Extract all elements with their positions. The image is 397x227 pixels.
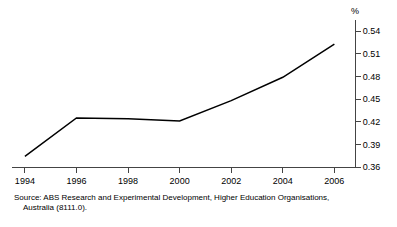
svg-text:0.39: 0.39: [363, 140, 381, 150]
svg-text:2006: 2006: [324, 176, 344, 186]
svg-text:0.54: 0.54: [363, 26, 381, 36]
svg-text:%: %: [351, 6, 359, 16]
svg-text:0.45: 0.45: [363, 94, 381, 104]
svg-text:Source: ABS Research and Exper: Source: ABS Research and Experimental De…: [14, 193, 329, 212]
svg-text:2002: 2002: [221, 176, 241, 186]
svg-text:1998: 1998: [118, 176, 138, 186]
svg-text:0.42: 0.42: [363, 117, 381, 127]
svg-text:2004: 2004: [273, 176, 293, 186]
svg-text:0.36: 0.36: [363, 162, 381, 172]
svg-text:1996: 1996: [66, 176, 86, 186]
svg-text:0.48: 0.48: [363, 72, 381, 82]
svg-text:2000: 2000: [170, 176, 190, 186]
svg-text:1994: 1994: [15, 176, 35, 186]
svg-text:0.51: 0.51: [363, 49, 381, 59]
